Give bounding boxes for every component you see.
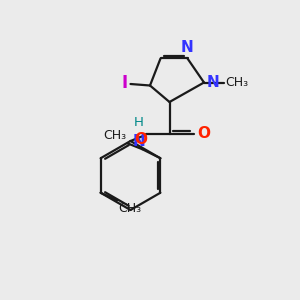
Text: H: H [134,116,144,129]
Text: O: O [134,132,147,147]
Text: CH₃: CH₃ [103,129,126,142]
Text: I: I [122,74,128,92]
Text: N: N [181,40,194,55]
Text: CH₃: CH₃ [118,202,142,215]
Text: CH₃: CH₃ [225,76,248,89]
Text: O: O [197,126,210,141]
Text: N: N [132,134,145,149]
Text: N: N [206,75,219,90]
